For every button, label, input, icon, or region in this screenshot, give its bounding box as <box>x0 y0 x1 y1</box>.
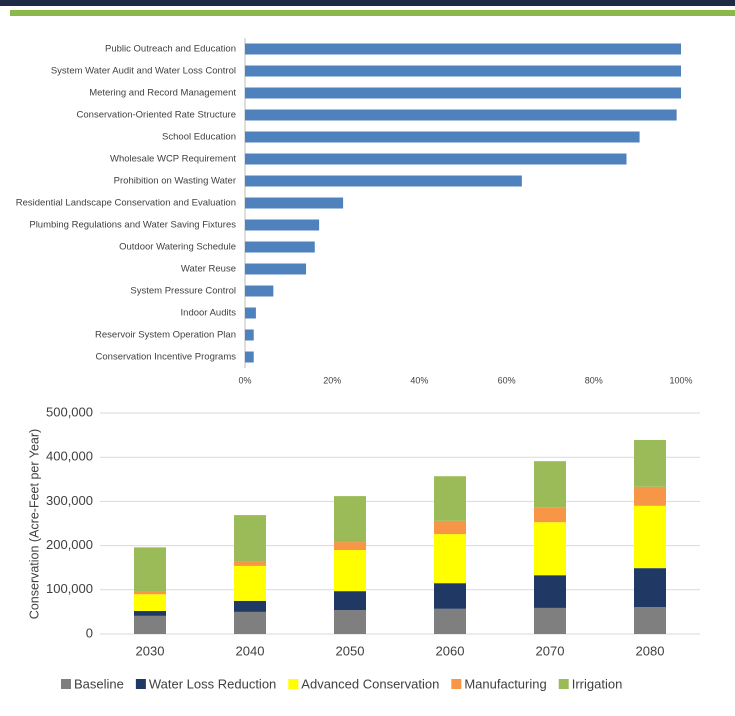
bar <box>245 131 640 143</box>
y-tick-label: 400,000 <box>46 449 93 464</box>
y-tick-label: Conservation-Oriented Rate Structure <box>77 110 236 121</box>
y-tick-label: Wholesale WCP Requirement <box>110 154 236 165</box>
bar <box>245 285 274 297</box>
y-tick-label: Plumbing Regulations and Water Saving Fi… <box>29 220 236 231</box>
legend-swatch <box>451 679 462 689</box>
bar-segment <box>334 610 366 634</box>
bar-segment <box>434 520 466 535</box>
y-tick-label: Metering and Record Management <box>89 88 236 99</box>
legend-label: Advanced Conservation <box>301 676 439 691</box>
bar <box>245 65 681 77</box>
y-tick-label: 500,000 <box>46 404 93 419</box>
bar <box>245 329 254 341</box>
bar-segment <box>334 542 366 551</box>
bar <box>245 197 344 209</box>
bar <box>245 175 522 187</box>
bar <box>245 307 256 319</box>
bar-segment <box>534 461 566 508</box>
y-tick-label: School Education <box>162 132 236 143</box>
bar-segment <box>234 565 266 601</box>
x-tick-label: 100% <box>669 375 692 385</box>
x-tick-label: 0% <box>238 375 251 385</box>
bar <box>245 263 307 275</box>
bar-segment <box>134 594 166 612</box>
y-tick-label: System Water Audit and Water Loss Contro… <box>51 66 236 77</box>
y-tick-label: Outdoor Watering Schedule <box>119 242 236 253</box>
bar-segment <box>234 600 266 612</box>
bar-segment <box>634 486 666 506</box>
x-tick-label: 2060 <box>436 643 465 658</box>
x-tick-label: 20% <box>323 375 341 385</box>
y-tick-label: Conservation Incentive Programs <box>96 352 237 363</box>
bar-segment <box>534 507 566 523</box>
legend-label: Water Loss Reduction <box>149 676 276 691</box>
y-tick-label: 0 <box>86 625 93 640</box>
bar-segment <box>434 534 466 584</box>
legend-swatch <box>61 679 71 689</box>
y-tick-label: 200,000 <box>46 537 93 552</box>
legend-swatch <box>135 679 146 689</box>
y-tick-label: Prohibition on Wasting Water <box>114 176 236 187</box>
y-axis-label: Conservation (Acre-Feet per Year) <box>27 429 41 619</box>
y-tick-label: 100,000 <box>46 581 93 596</box>
bar-segment <box>334 496 366 543</box>
bar <box>245 351 254 363</box>
legend-swatch <box>558 679 569 689</box>
header-accent <box>10 10 735 16</box>
bar-segment <box>134 615 166 634</box>
x-tick-label: 80% <box>585 375 603 385</box>
bar-segment <box>634 607 666 634</box>
bar-segment <box>134 547 166 592</box>
bar-segment <box>634 439 666 487</box>
legend-label: Irrigation <box>572 676 623 691</box>
bar-segment <box>234 561 266 566</box>
y-tick-label: Indoor Audits <box>181 308 237 319</box>
x-tick-label: 40% <box>410 375 428 385</box>
bar-segment <box>434 583 466 609</box>
y-tick-label: Reservoir System Operation Plan <box>95 330 236 341</box>
x-tick-label: 2050 <box>336 643 365 658</box>
bar-segment <box>534 575 566 608</box>
y-tick-label: Residential Landscape Conservation and E… <box>16 198 236 209</box>
bar-segment <box>134 611 166 616</box>
bar-segment <box>634 568 666 608</box>
x-tick-label: 60% <box>498 375 516 385</box>
legend-label: Baseline <box>74 676 124 691</box>
bar-segment <box>334 550 366 592</box>
x-tick-label: 2030 <box>136 643 165 658</box>
bar <box>245 43 681 55</box>
bar <box>245 241 315 253</box>
bar <box>245 87 681 99</box>
bar <box>245 153 627 165</box>
bar <box>245 219 320 231</box>
x-tick-label: 2080 <box>636 643 665 658</box>
legend-swatch <box>288 679 299 689</box>
bar-segment <box>134 591 166 595</box>
bar <box>245 109 677 121</box>
legend-label: Manufacturing <box>464 676 546 691</box>
bar-segment <box>234 515 266 562</box>
y-tick-label: Water Reuse <box>181 264 236 275</box>
bar-segment <box>434 476 466 521</box>
y-tick-label: 300,000 <box>46 493 93 508</box>
y-tick-label: System Pressure Control <box>130 286 236 297</box>
bar-segment <box>534 522 566 576</box>
bar-segment <box>634 505 666 569</box>
bar-segment <box>334 591 366 611</box>
bar-segment <box>434 608 466 634</box>
bar-segment <box>534 607 566 634</box>
bar-segment <box>234 611 266 634</box>
header-strip <box>0 0 735 6</box>
x-tick-label: 2070 <box>536 643 565 658</box>
x-tick-label: 2040 <box>236 643 265 658</box>
y-tick-label: Public Outreach and Education <box>105 44 236 55</box>
